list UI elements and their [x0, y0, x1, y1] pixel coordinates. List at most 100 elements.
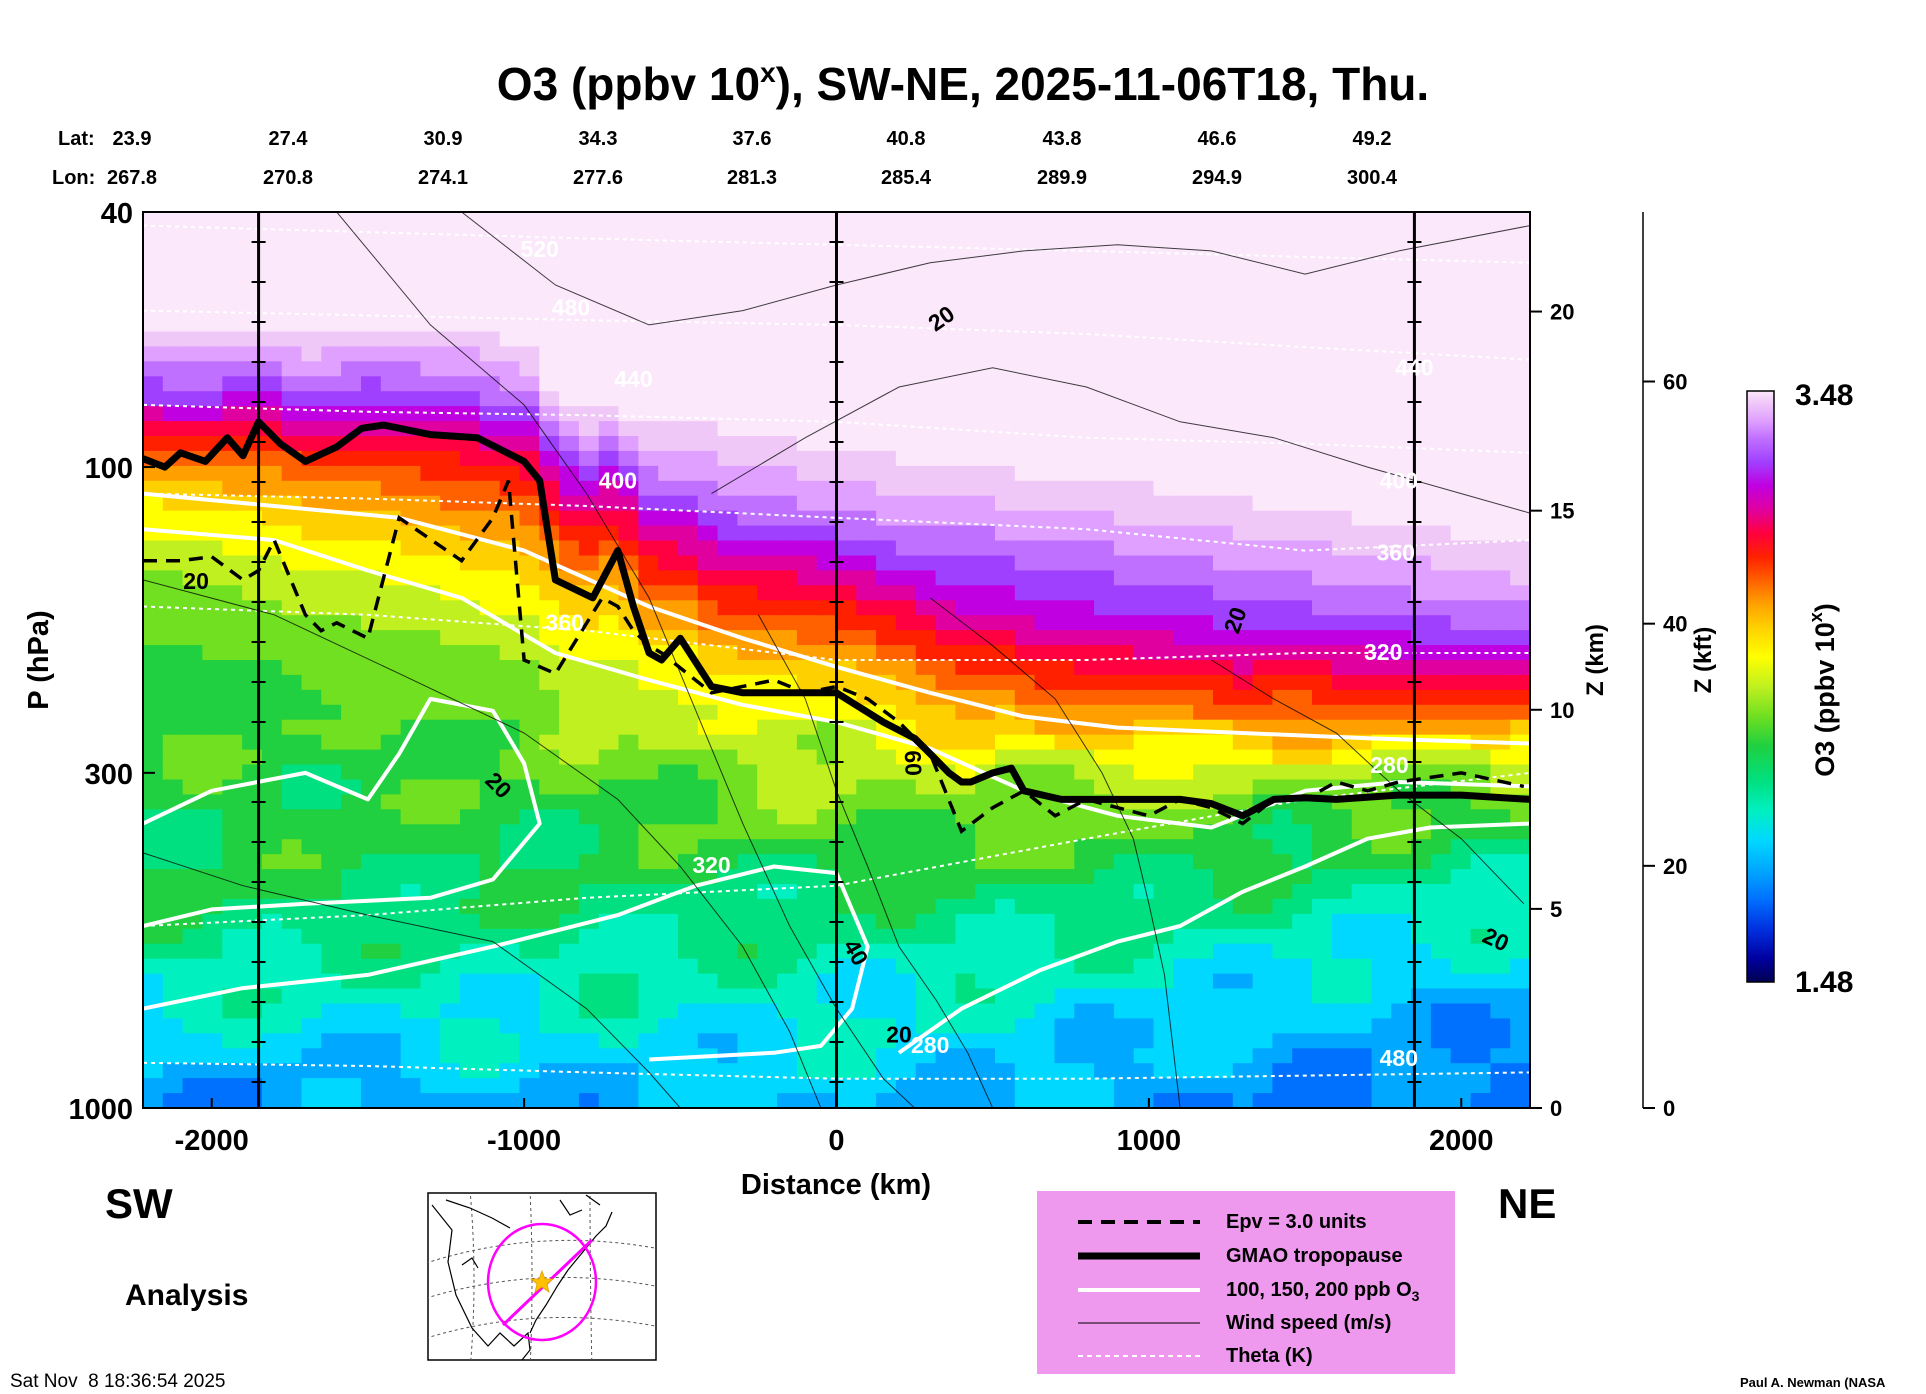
- heatmap-cell: [1331, 226, 1353, 243]
- heatmap-cell: [222, 226, 243, 243]
- heatmap-cell: [1252, 630, 1274, 646]
- heatmap-cell: [519, 1078, 541, 1094]
- heatmap-cell: [162, 540, 184, 557]
- theta-contour-label: 480: [1380, 1045, 1418, 1071]
- heatmap-cell: [1371, 660, 1393, 676]
- heatmap-cell: [915, 839, 937, 855]
- heatmap-cell: [737, 1078, 758, 1094]
- heatmap-cell: [955, 898, 976, 915]
- heatmap-cell: [697, 988, 719, 1005]
- heatmap-cell: [1094, 421, 1115, 437]
- heatmap-cell: [400, 376, 422, 392]
- heatmap-cell: [598, 824, 620, 840]
- heatmap-cell: [618, 495, 640, 512]
- heatmap-cell: [400, 1093, 422, 1108]
- heatmap-cell: [261, 660, 283, 676]
- heatmap-cell: [697, 1018, 719, 1035]
- heatmap-cell: [380, 316, 402, 333]
- heatmap-cell: [915, 600, 937, 616]
- heatmap-cell: [796, 973, 818, 990]
- heatmap-cell: [499, 212, 521, 228]
- heatmap-cell: [578, 480, 600, 497]
- heatmap-cell: [757, 958, 778, 975]
- heatmap-cell: [1153, 271, 1175, 288]
- heatmap-cell: [519, 704, 541, 721]
- heatmap-cell: [697, 943, 719, 960]
- heatmap-cell: [1510, 854, 1530, 870]
- heatmap-cell: [1193, 555, 1214, 572]
- p-tick-label: 300: [85, 759, 133, 791]
- heatmap-cell: [202, 749, 223, 766]
- heatmap-cell: [975, 406, 996, 422]
- heatmap-cell: [1371, 884, 1393, 900]
- heatmap-cell: [1173, 1003, 1194, 1020]
- heatmap-cell: [1213, 973, 1234, 990]
- heatmap-cell: [261, 884, 283, 900]
- heatmap-cell: [341, 928, 362, 945]
- heatmap-cell: [321, 361, 342, 377]
- heatmap-cell: [1173, 734, 1194, 751]
- heatmap-cell: [222, 1063, 243, 1079]
- heatmap-cell: [955, 421, 976, 437]
- heatmap-cell: [935, 630, 957, 646]
- heatmap-cell: [1153, 660, 1175, 676]
- heatmap-cell: [559, 271, 580, 288]
- heatmap-cell: [202, 719, 223, 736]
- heatmap-cell: [1153, 525, 1175, 542]
- heatmap-cell: [638, 1063, 659, 1079]
- heatmap-cell: [1054, 630, 1076, 646]
- heatmap-cell: [380, 525, 402, 542]
- heatmap-cell: [578, 1033, 600, 1049]
- heatmap-cell: [935, 719, 957, 736]
- heatmap-cell: [598, 361, 620, 377]
- analysis-label: Analysis: [125, 1279, 248, 1312]
- heatmap-cell: [479, 794, 501, 811]
- heatmap-cell: [578, 510, 600, 527]
- heatmap-cell: [1074, 928, 1095, 945]
- heatmap-cell: [995, 241, 1016, 258]
- heatmap-cell: [281, 1003, 303, 1020]
- heatmap-cell: [1510, 421, 1530, 437]
- heatmap-cell: [618, 226, 640, 243]
- heatmap-cell: [1391, 301, 1412, 318]
- heatmap-cell: [836, 421, 858, 437]
- heatmap-cell: [479, 809, 501, 825]
- heatmap-cell: [301, 734, 323, 751]
- heatmap-cell: [1232, 1093, 1254, 1108]
- heatmap-cell: [519, 1033, 541, 1049]
- heatmap-cell: [915, 928, 937, 945]
- heatmap-cell: [162, 271, 184, 288]
- heatmap-cell: [836, 585, 858, 601]
- heatmap-cell: [1510, 869, 1530, 885]
- heatmap-cell: [1054, 450, 1076, 467]
- heatmap-cell: [598, 615, 620, 631]
- heatmap-cell: [440, 854, 461, 870]
- heatmap-cell: [1252, 928, 1274, 945]
- theta-line-400: [143, 492, 1530, 552]
- heatmap-cell: [361, 361, 382, 377]
- heatmap-cell: [1510, 436, 1530, 452]
- heatmap-cell: [1292, 1033, 1313, 1049]
- heatmap-cell: [836, 1078, 858, 1094]
- heatmap-cell: [1450, 331, 1472, 348]
- heatmap-cell: [440, 779, 461, 796]
- heatmap-cell: [895, 376, 917, 392]
- heatmap-cell: [638, 376, 659, 392]
- heatmap-cell: [1094, 630, 1115, 646]
- heatmap-cell: [737, 346, 758, 363]
- heatmap-cell: [995, 689, 1016, 706]
- heatmap-cell: [1411, 421, 1432, 437]
- heatmap-cell: [182, 480, 204, 497]
- heatmap-cell: [1014, 480, 1036, 497]
- heatmap-cell: [479, 958, 501, 975]
- heatmap-cell: [1391, 809, 1412, 825]
- heatmap-cell: [1312, 1093, 1333, 1108]
- heatmap-cell: [1213, 1033, 1234, 1049]
- heatmap-cell: [380, 241, 402, 258]
- heatmap-cell: [440, 1018, 461, 1035]
- heatmap-cell: [1074, 884, 1095, 900]
- heatmap-cell: [935, 615, 957, 631]
- heatmap-cell: [162, 1033, 184, 1049]
- heatmap-cell: [321, 689, 342, 706]
- heatmap-cell: [1034, 645, 1056, 661]
